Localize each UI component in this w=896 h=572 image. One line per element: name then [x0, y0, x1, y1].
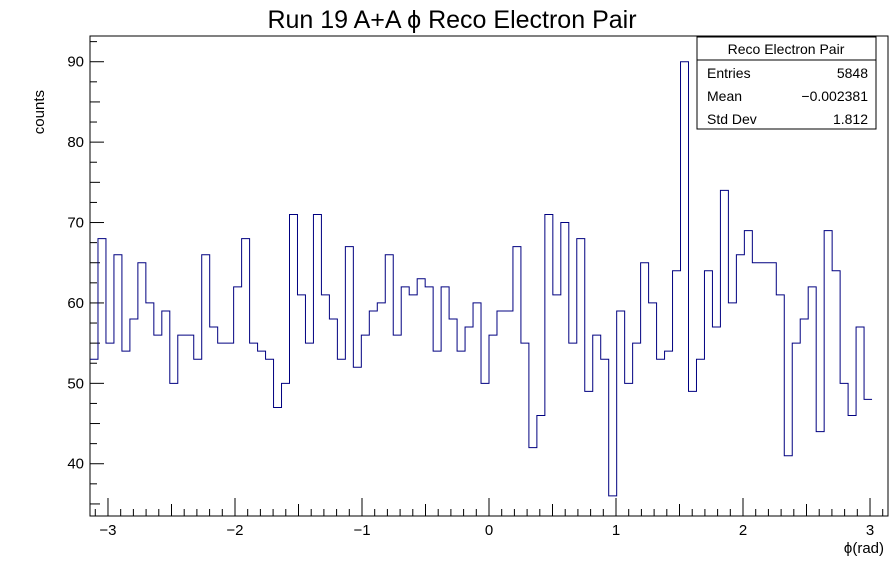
x-tick-label: 3 — [866, 522, 874, 539]
stats-stddev-value: 1.812 — [833, 111, 868, 127]
y-axis-label: counts — [31, 90, 48, 134]
stats-box-title: Reco Electron Pair — [728, 41, 845, 57]
stats-box-frame — [696, 36, 877, 130]
x-axis-label: ϕ(rad) — [844, 540, 884, 557]
stats-stddev-label: Std Dev — [707, 111, 757, 127]
y-tick-label: 40 — [67, 456, 84, 473]
stats-box: Reco Electron Pair Entries 5848 Mean −0.… — [696, 36, 877, 130]
y-tick-label: 50 — [67, 375, 84, 392]
x-tick-label: 2 — [739, 522, 747, 539]
stats-mean-label: Mean — [707, 88, 742, 104]
x-tick-label: −3 — [99, 522, 116, 539]
y-tick-label: 60 — [67, 295, 84, 312]
x-tick-label: −2 — [226, 522, 243, 539]
x-tick-label: −1 — [353, 522, 370, 539]
y-tick-label: 90 — [67, 54, 84, 71]
stats-mean-value: −0.002381 — [801, 88, 868, 104]
y-axis: 40 50 60 70 80 90 — [67, 41, 104, 505]
stats-entries-value: 5848 — [837, 65, 868, 81]
x-tick-label: 0 — [485, 522, 493, 539]
y-tick-label: 80 — [67, 134, 84, 151]
chart-title: Run 19 A+A ϕ Reco Electron Pair — [267, 6, 636, 34]
x-tick-label: 1 — [612, 522, 620, 539]
histogram-line — [90, 61, 873, 497]
stats-entries-label: Entries — [707, 65, 751, 81]
x-axis: −3 −2 −1 0 1 2 3 — [94, 498, 884, 539]
y-tick-label: 70 — [67, 215, 84, 232]
